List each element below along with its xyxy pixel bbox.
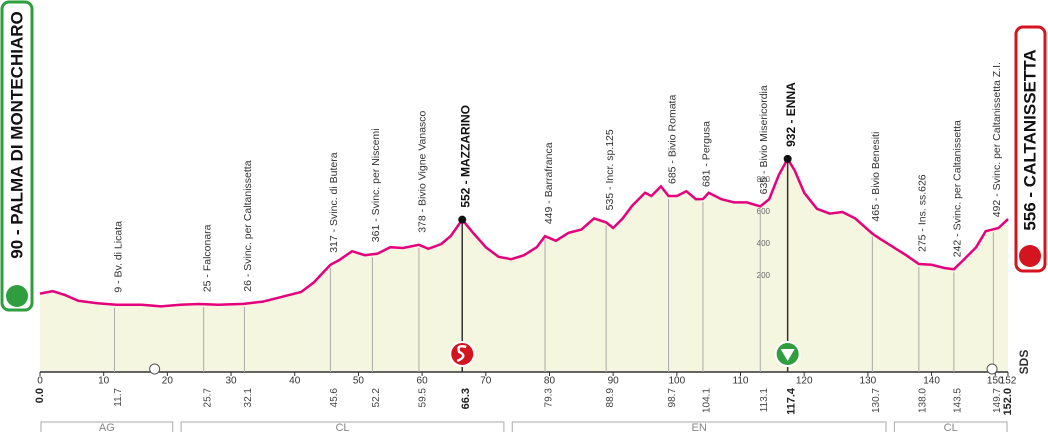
x-tick-label: 150 bbox=[987, 376, 1004, 387]
y-tick-label: 600 bbox=[757, 207, 771, 216]
region-bracket bbox=[893, 421, 1008, 432]
waypoint-km: 11.7 bbox=[113, 388, 124, 407]
waypoint-km: 32.1 bbox=[243, 388, 254, 408]
waypoint-label: 535 - Incr. sp.125 bbox=[604, 129, 616, 210]
feed-icon bbox=[986, 363, 998, 375]
waypoint-label: 449 - Barrafranca bbox=[543, 142, 555, 224]
waypoint-label: 361 - Svinc. per Niscemi bbox=[370, 128, 382, 242]
waypoint-label: 932 - ENNA bbox=[784, 82, 798, 147]
waypoint-label: 681 - Pergusa bbox=[701, 121, 713, 187]
kom-glyph bbox=[780, 349, 795, 361]
waypoint-km: 138.0 bbox=[917, 388, 928, 413]
region-bracket bbox=[40, 421, 174, 432]
region-label: CL bbox=[944, 422, 958, 434]
waypoint-label: 275 - Ins. ss.626 bbox=[917, 174, 929, 252]
finish-label: 556 - CALTANISSETTA bbox=[1020, 49, 1039, 230]
x-tick-label: 100 bbox=[668, 376, 685, 387]
summit-dot bbox=[783, 154, 792, 163]
waypoint-km: 79.3 bbox=[544, 388, 555, 408]
start-box bbox=[0, 0, 34, 312]
region-bracket bbox=[180, 421, 505, 432]
profile-line bbox=[39, 156, 1009, 308]
waypoint-label: 26 - Svinc. per Caltanissetta bbox=[242, 160, 254, 291]
x-tick-label: 130 bbox=[860, 376, 877, 387]
waypoint-km: 88.9 bbox=[605, 388, 616, 408]
sprint-glyph bbox=[456, 344, 467, 363]
region-label: AG bbox=[99, 422, 115, 434]
x-tick-label: 152 bbox=[1000, 376, 1017, 387]
waypoint-label: 242 - Svinc. per Caltanissetta bbox=[952, 120, 964, 257]
start-label: 90 - PALMA DI MONTECHIARO bbox=[7, 11, 26, 258]
waypoint-km: 113.1 bbox=[759, 388, 770, 413]
waypoint-km: 52.2 bbox=[371, 388, 382, 408]
y-tick-label: 200 bbox=[757, 271, 771, 280]
waypoint-label: 317 - Svinc. di Butera bbox=[328, 152, 340, 253]
x-tick-label: 140 bbox=[923, 376, 940, 387]
region-label: CL bbox=[335, 422, 349, 434]
waypoint-label: 465 - Bivio Benesiti bbox=[870, 132, 882, 222]
endpoint-km: 0.0 bbox=[34, 388, 46, 403]
y-tick-label: 800 bbox=[757, 175, 771, 184]
waypoint-label: 685 - Bivio Romata bbox=[666, 95, 678, 184]
waypoint-km: 130.7 bbox=[871, 388, 882, 413]
y-tick-label: 400 bbox=[757, 239, 771, 248]
x-tick-label: 40 bbox=[289, 376, 301, 387]
waypoint-km: 117.4 bbox=[786, 387, 798, 415]
waypoint-label: 492 - Svinc. per Caltanissetta Z.I. bbox=[991, 62, 1003, 217]
sponsor-logo: SDS bbox=[1017, 350, 1031, 375]
finish-box bbox=[1014, 25, 1047, 273]
waypoint-km: 59.5 bbox=[418, 388, 429, 408]
waypoint-km: 45.6 bbox=[329, 388, 340, 408]
x-tick-label: 0 bbox=[37, 376, 43, 387]
x-tick-label: 90 bbox=[608, 376, 620, 387]
summit-dot bbox=[458, 215, 467, 224]
x-tick-label: 10 bbox=[98, 376, 110, 387]
x-tick-label: 120 bbox=[796, 376, 813, 387]
x-tick-label: 70 bbox=[480, 376, 492, 387]
waypoint-label: 9 - Bv. di Licata bbox=[112, 221, 124, 293]
waypoint-label: 378 - Bivio Vigne Vanasco bbox=[417, 110, 429, 232]
x-tick-label: 20 bbox=[162, 376, 174, 387]
waypoint-km: 98.7 bbox=[667, 388, 678, 408]
waypoint-km: 25.7 bbox=[202, 388, 213, 408]
waypoint-km: 104.1 bbox=[702, 388, 713, 413]
feed-icon bbox=[149, 363, 161, 375]
waypoint-label: 552 - MAZZARINO bbox=[458, 105, 472, 208]
waypoint-km: 66.3 bbox=[460, 388, 472, 409]
profile-area bbox=[40, 158, 1008, 372]
region-label: EN bbox=[691, 422, 706, 434]
x-tick-label: 60 bbox=[417, 376, 429, 387]
x-tick-label: 50 bbox=[353, 376, 365, 387]
x-tick-label: 30 bbox=[225, 376, 237, 387]
waypoint-label: 25 - Falconara bbox=[201, 224, 213, 292]
x-tick-label: 80 bbox=[544, 376, 556, 387]
region-bracket bbox=[511, 421, 887, 432]
waypoint-km: 143.5 bbox=[953, 388, 964, 413]
waypoint-km: 149.7 bbox=[992, 388, 1003, 413]
finish-icon bbox=[1019, 245, 1041, 267]
start-icon bbox=[6, 285, 28, 307]
endpoint-km: 152.0 bbox=[1002, 388, 1014, 416]
waypoint-label: 635 - Bivio Misericordia bbox=[758, 85, 770, 194]
x-tick-label: 110 bbox=[733, 376, 749, 387]
